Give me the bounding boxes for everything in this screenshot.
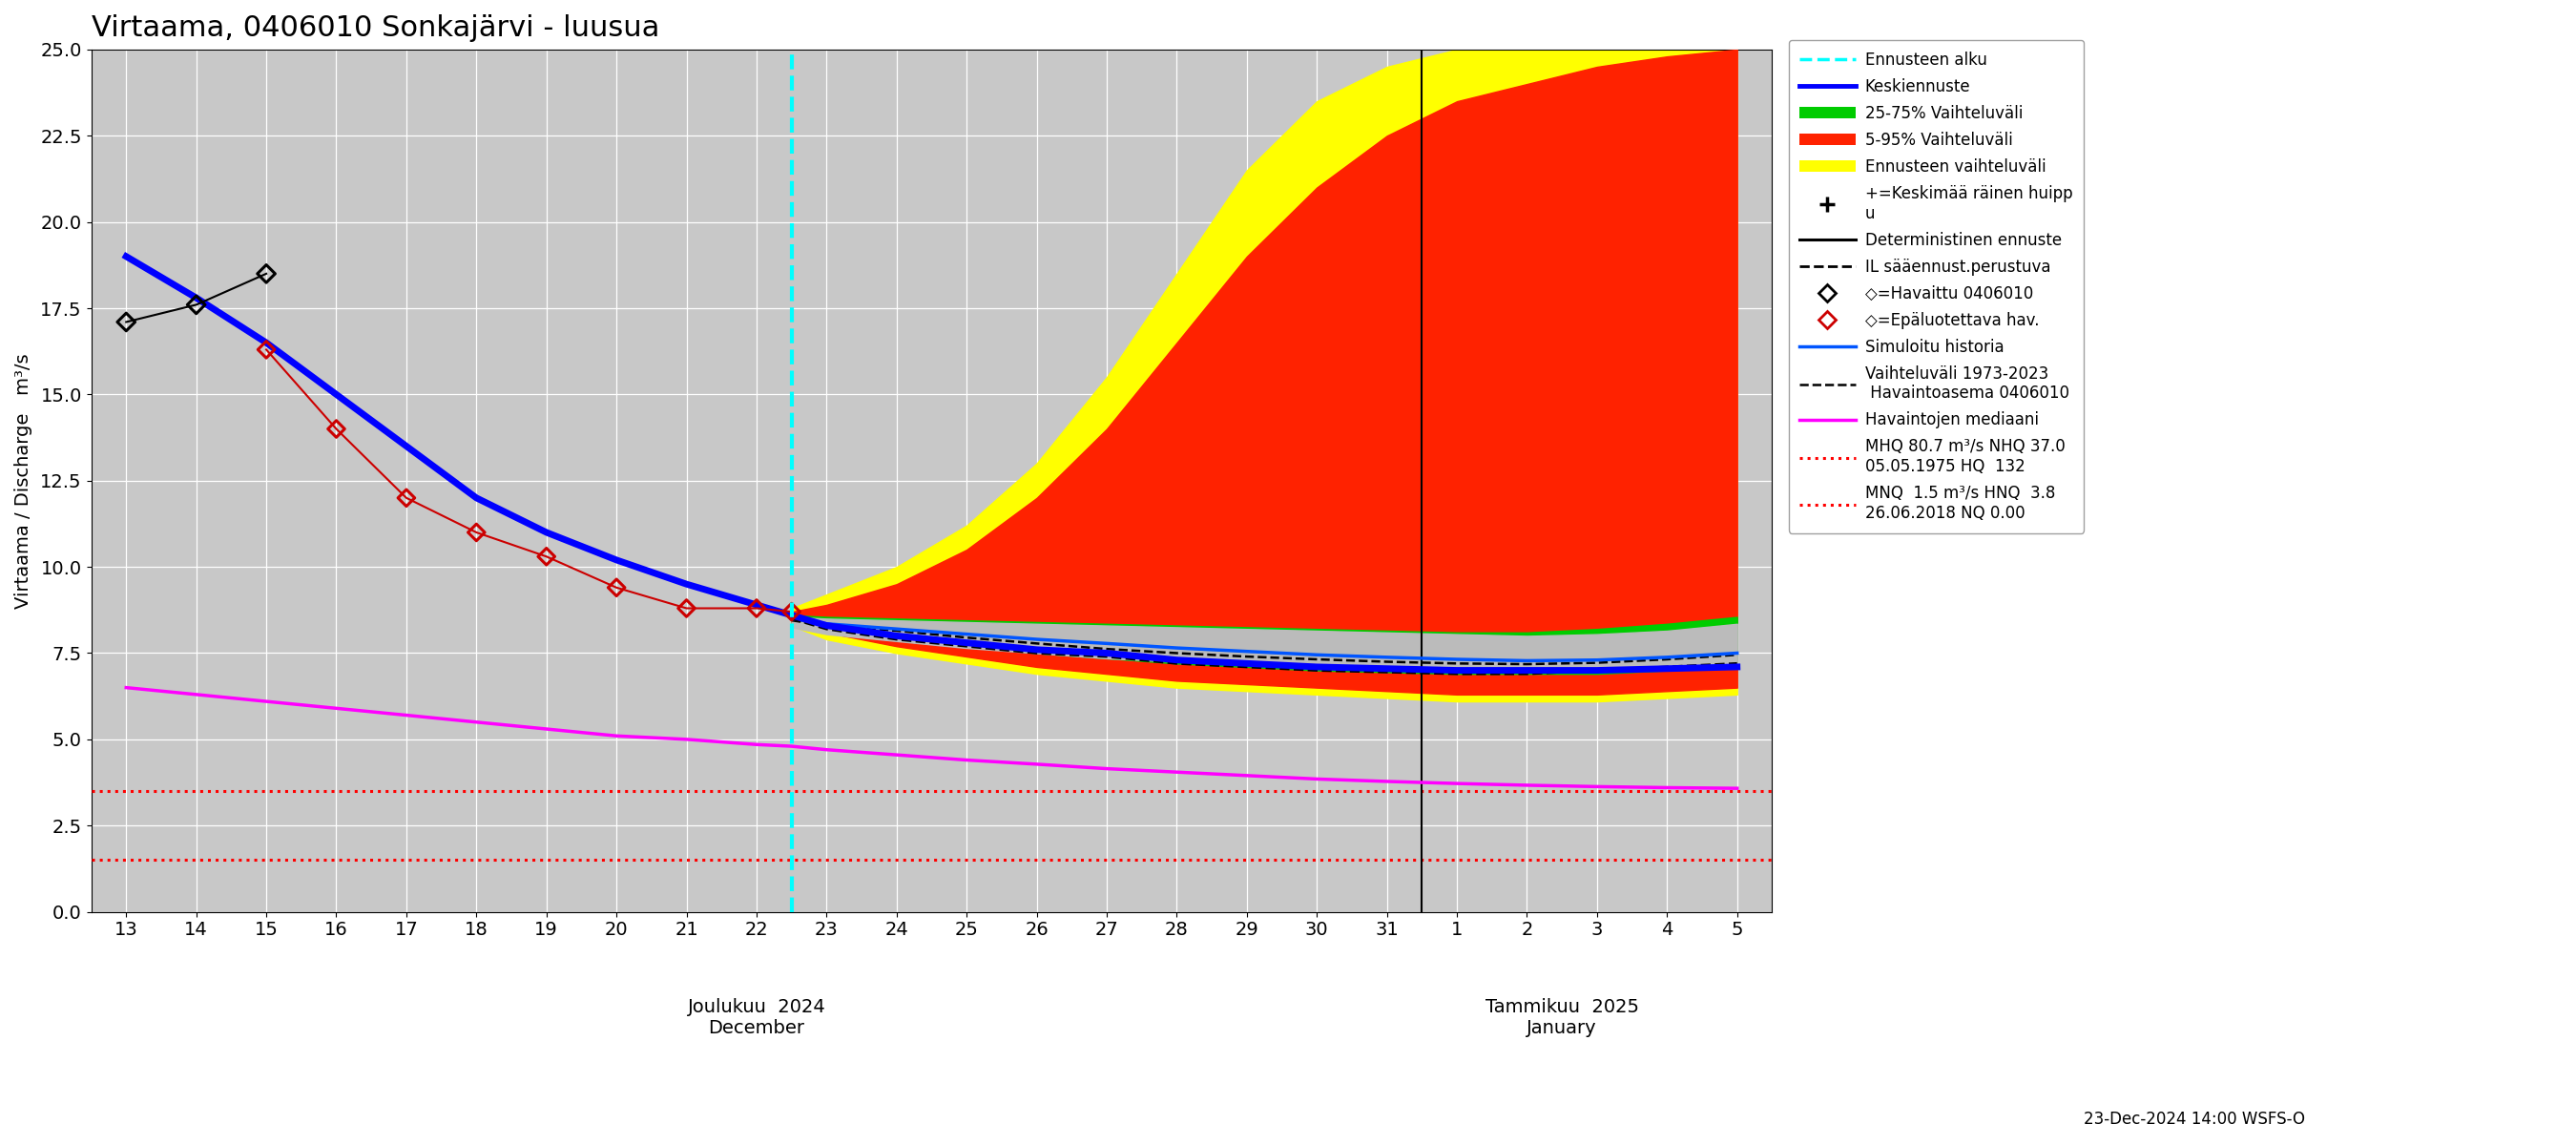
Text: 23-Dec-2024 14:00 WSFS-O: 23-Dec-2024 14:00 WSFS-O	[2084, 1111, 2306, 1128]
Point	[595, 578, 636, 597]
Point	[770, 602, 811, 621]
Point	[175, 295, 216, 314]
Point	[106, 313, 147, 331]
Point	[737, 599, 778, 617]
Point	[665, 599, 706, 617]
Point	[386, 489, 428, 507]
Point	[245, 264, 286, 283]
Point	[456, 523, 497, 542]
Legend: Ennusteen alku, Keskiennuste, 25-75% Vaihteluväli, 5-95% Vaihteluväli, Ennusteen: Ennusteen alku, Keskiennuste, 25-75% Vai…	[1788, 40, 2084, 534]
Point	[526, 547, 567, 566]
Point	[245, 340, 286, 358]
Text: Joulukuu  2024
December: Joulukuu 2024 December	[688, 998, 824, 1037]
Point	[317, 420, 358, 439]
Y-axis label: Virtaama / Discharge   m³/s: Virtaama / Discharge m³/s	[15, 353, 33, 608]
Text: Virtaama, 0406010 Sonkajärvi - luusua: Virtaama, 0406010 Sonkajärvi - luusua	[90, 14, 659, 42]
Text: Tammikuu  2025
January: Tammikuu 2025 January	[1486, 998, 1638, 1037]
